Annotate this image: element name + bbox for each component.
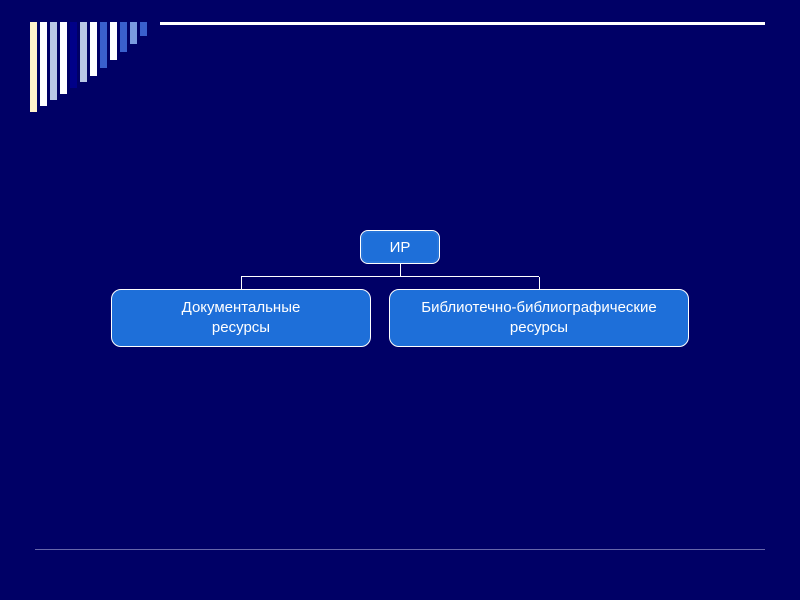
connector-vertical-left [241, 277, 242, 289]
child-wrap-left: Документальные ресурсы [111, 277, 371, 347]
bottom-horizontal-rule [35, 549, 765, 550]
child-node-documentary: Документальные ресурсы [111, 289, 371, 347]
decorative-bar [110, 22, 117, 60]
root-node: ИР [360, 230, 440, 264]
child-node-library: Библиотечно-библиографические ресурсы [389, 289, 689, 347]
decorative-bar [70, 22, 77, 88]
root-node-label: ИР [390, 239, 411, 256]
decorative-bar [50, 22, 57, 100]
child-label-line2: ресурсы [212, 318, 270, 338]
decorative-bar [40, 22, 47, 106]
child-label-line2: ресурсы [510, 318, 568, 338]
child-label-line1: Документальные [182, 298, 301, 318]
connector-vertical-right [539, 277, 540, 289]
decorative-bar [60, 22, 67, 94]
decorative-bar [30, 22, 37, 112]
top-horizontal-rule [160, 22, 765, 25]
connector-horizontal [241, 276, 539, 277]
children-row: Документальные ресурсы Библиотечно-библи… [111, 277, 689, 347]
hierarchy-diagram: ИР Документальные ресурсы Библиотечно-би… [0, 230, 800, 347]
decorative-bar [100, 22, 107, 68]
decorative-bar [130, 22, 137, 44]
decorative-bar [120, 22, 127, 52]
connector-vertical-root [400, 264, 401, 276]
child-wrap-right: Библиотечно-библиографические ресурсы [389, 277, 689, 347]
child-label-line1: Библиотечно-библиографические [421, 298, 656, 318]
decorative-bar [140, 22, 147, 36]
decorative-bar [80, 22, 87, 82]
decorative-bars [30, 22, 147, 112]
decorative-bar [90, 22, 97, 76]
